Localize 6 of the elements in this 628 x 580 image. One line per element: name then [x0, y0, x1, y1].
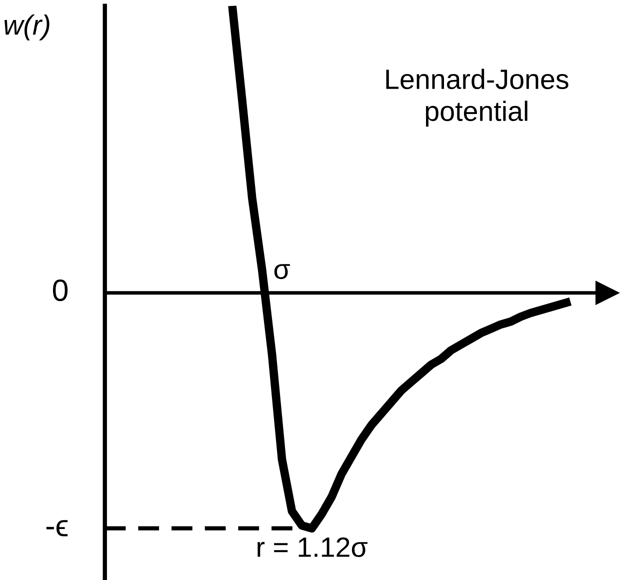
text: 0: [52, 279, 68, 302]
text: r = 1.12σ: [258, 537, 368, 558]
annotation: Lennard-Jones potential: [386, 68, 568, 127]
text: -ϵ: [46, 520, 68, 536]
text: w(r): [4, 14, 50, 40]
annotation: σ: [274, 264, 290, 280]
